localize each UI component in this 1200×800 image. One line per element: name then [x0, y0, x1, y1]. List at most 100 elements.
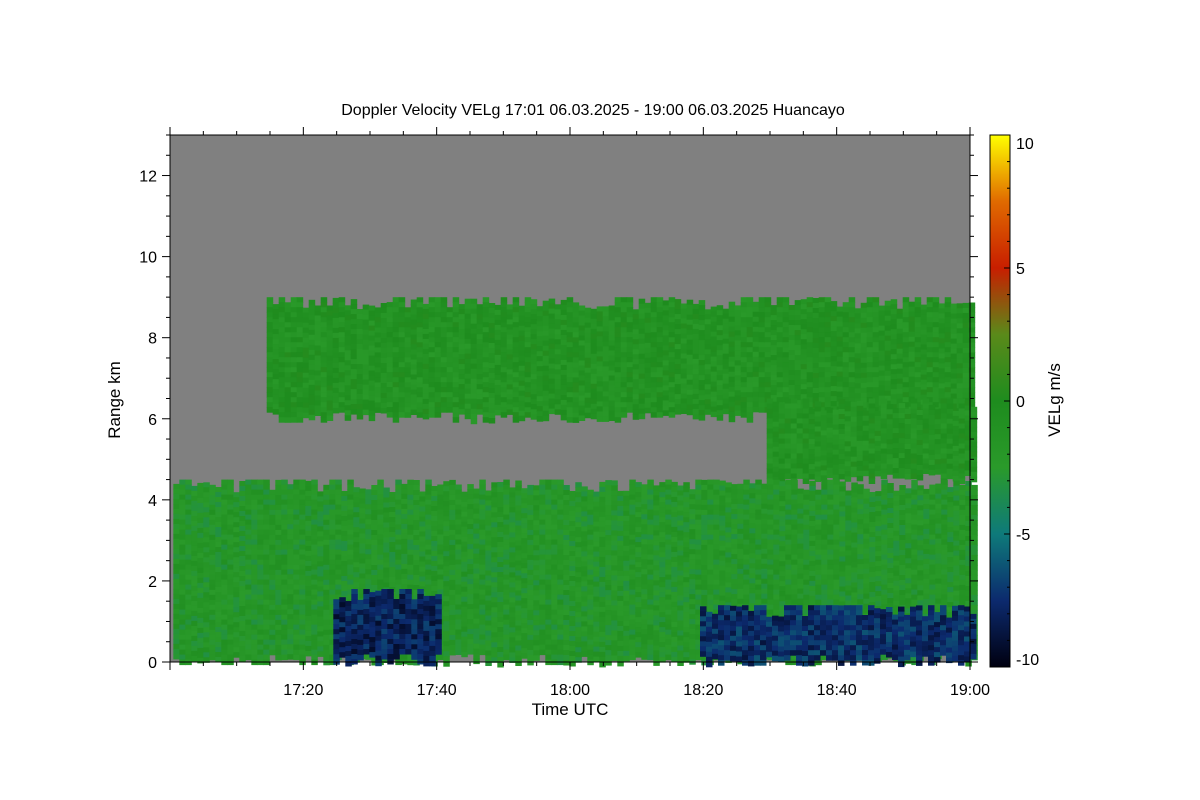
velocity-cell	[512, 362, 520, 368]
velocity-cell	[892, 433, 900, 439]
velocity-cell	[698, 395, 706, 401]
velocity-cell	[932, 357, 940, 363]
velocity-cell	[970, 451, 978, 458]
velocity-cell	[305, 535, 312, 542]
velocity-cell	[860, 377, 868, 384]
velocity-cell	[898, 413, 906, 419]
velocity-cell	[584, 382, 592, 389]
velocity-cell	[263, 509, 270, 516]
velocity-cell	[203, 492, 210, 498]
velocity-cell	[239, 511, 246, 517]
velocity-cell	[344, 375, 352, 381]
velocity-cell	[452, 397, 460, 403]
velocity-cell	[305, 610, 312, 617]
velocity-cell	[968, 312, 976, 318]
velocity-cell	[560, 394, 568, 401]
velocity-cell	[914, 352, 922, 358]
velocity-cell	[257, 639, 264, 646]
velocity-cell	[257, 604, 264, 611]
velocity-cell	[950, 353, 958, 360]
velocity-cell	[338, 297, 346, 303]
velocity-cell	[269, 609, 276, 616]
velocity-cell	[848, 312, 856, 318]
velocity-cell	[275, 589, 282, 596]
velocity-cell	[620, 302, 628, 308]
velocity-cell	[251, 484, 258, 491]
velocity-cell	[820, 470, 828, 476]
velocity-cell	[626, 387, 634, 393]
velocity-cell	[802, 428, 810, 434]
velocity-cell	[173, 493, 180, 500]
velocity-cell	[728, 306, 736, 313]
velocity-cell	[191, 645, 198, 652]
velocity-cell	[245, 479, 252, 486]
velocity-cell	[500, 407, 508, 413]
velocity-cell	[772, 436, 780, 443]
velocity-cell	[668, 297, 676, 303]
velocity-cell	[662, 315, 670, 321]
velocity-cell	[386, 387, 394, 393]
velocity-cell	[290, 362, 298, 368]
velocity-cell	[191, 590, 198, 597]
velocity-cell	[305, 585, 312, 592]
velocity-cell	[896, 398, 904, 405]
velocity-cell	[800, 304, 808, 310]
velocity-cell	[548, 318, 556, 325]
velocity-cell	[536, 316, 544, 322]
velocity-cell	[938, 388, 946, 394]
velocity-cell	[308, 359, 316, 366]
velocity-cell	[299, 509, 306, 516]
velocity-cell	[386, 367, 394, 373]
velocity-cell	[290, 297, 298, 303]
velocity-cell	[323, 604, 330, 611]
velocity-cell	[488, 313, 496, 319]
velocity-cell	[251, 649, 258, 656]
velocity-cell	[323, 644, 330, 651]
velocity-cell	[746, 402, 754, 408]
velocity-cell	[674, 309, 682, 315]
velocity-cell	[898, 418, 906, 424]
velocity-cell	[800, 379, 808, 385]
velocity-cell	[374, 332, 382, 338]
velocity-cell	[413, 560, 420, 566]
velocity-cell	[317, 646, 324, 652]
velocity-cell	[506, 409, 514, 415]
velocity-cell	[299, 514, 306, 521]
velocity-cell	[458, 314, 466, 320]
velocity-cell	[848, 392, 856, 398]
velocity-cell	[638, 348, 646, 355]
velocity-cell	[263, 524, 270, 531]
velocity-cell	[452, 407, 460, 413]
velocity-cell	[848, 362, 856, 368]
velocity-cell	[374, 312, 382, 318]
velocity-cell	[826, 442, 834, 449]
velocity-cell	[293, 649, 300, 656]
velocity-cell	[970, 446, 978, 453]
velocity-cell	[395, 529, 402, 536]
velocity-cell	[296, 342, 304, 348]
velocity-cell	[904, 459, 912, 465]
velocity-cell	[734, 365, 742, 371]
velocity-cell	[422, 388, 430, 395]
velocity-cell	[392, 312, 400, 318]
velocity-cell	[590, 373, 598, 380]
velocity-cell	[431, 526, 438, 532]
velocity-cell	[866, 342, 874, 348]
velocity-cell	[518, 395, 526, 402]
velocity-cell	[239, 546, 246, 552]
velocity-cell	[806, 382, 814, 388]
velocity-cell	[920, 354, 928, 361]
velocity-cell	[434, 332, 442, 338]
velocity-cell	[356, 394, 364, 400]
velocity-cell	[770, 340, 778, 346]
velocity-cell	[722, 318, 730, 325]
velocity-cell	[686, 304, 694, 311]
velocity-cell	[752, 336, 760, 343]
velocity-cell	[656, 397, 664, 403]
velocity-cell	[368, 340, 376, 347]
velocity-cell	[844, 416, 852, 422]
velocity-cell	[842, 392, 850, 398]
velocity-cell	[572, 312, 580, 318]
velocity-cell	[644, 322, 652, 329]
velocity-cell	[584, 407, 592, 414]
